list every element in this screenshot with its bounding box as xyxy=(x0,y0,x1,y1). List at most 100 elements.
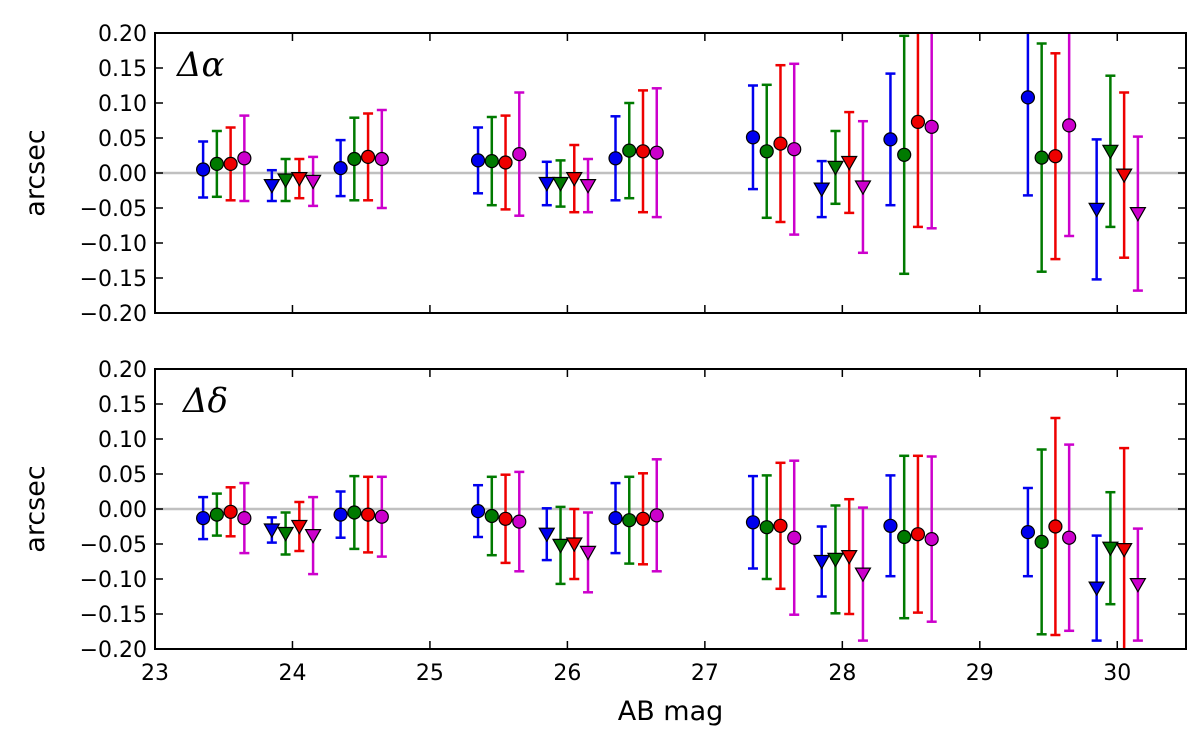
data-point-green xyxy=(826,160,844,176)
data-point-magenta xyxy=(1129,207,1147,222)
data-point-blue xyxy=(813,182,831,198)
data-point-magenta xyxy=(512,147,527,162)
data-point-red xyxy=(223,504,238,519)
data-point-magenta xyxy=(1129,577,1147,593)
data-point-red xyxy=(565,537,583,553)
data-point-blue xyxy=(196,510,211,526)
data-point-red xyxy=(840,549,858,565)
x-tick-label: 29 xyxy=(966,661,994,686)
y-tick-label: 0.05 xyxy=(98,127,147,152)
y-tick-label: −0.10 xyxy=(80,568,147,593)
data-point-green xyxy=(897,147,912,162)
data-point-green xyxy=(1101,144,1119,160)
data-point-magenta xyxy=(787,142,802,157)
data-point-blue xyxy=(813,554,831,570)
data-point-magenta xyxy=(787,530,802,545)
x-tick-label: 27 xyxy=(691,661,719,686)
data-point-blue xyxy=(470,153,486,168)
x-tick-label: 25 xyxy=(416,661,444,686)
data-point-blue xyxy=(263,523,281,539)
data-point-green xyxy=(1034,150,1049,165)
y-tick-label: −0.05 xyxy=(80,197,147,222)
data-point-blue xyxy=(745,515,761,530)
data-point-green xyxy=(759,520,774,535)
data-point-blue xyxy=(538,527,556,543)
data-point-magenta xyxy=(649,508,664,523)
x-tick-label: 30 xyxy=(1103,661,1131,686)
y-tick-label: −0.15 xyxy=(80,267,147,292)
panels-layer: −0.20 −0.15 −0.10 −0.05 0.00 0.05 0.10 0.15 0.20… xyxy=(20,22,1187,686)
data-point-green xyxy=(551,538,570,554)
data-point-magenta xyxy=(237,151,252,166)
panel-2: −0.20 −0.15 −0.10 −0.05 0.00 0.05 0.10 0.15 0.20… xyxy=(20,358,1187,686)
data-point-magenta xyxy=(579,179,597,194)
data-point-green xyxy=(484,154,499,169)
data-point-blue xyxy=(196,162,211,177)
panel-1: −0.20 −0.15 −0.10 −0.05 0.00 0.05 0.10 0.15 0.20… xyxy=(20,22,1187,327)
y-tick-label: −0.20 xyxy=(80,302,147,327)
data-point-magenta xyxy=(1062,530,1077,545)
data-point-magenta xyxy=(1062,118,1077,133)
data-point-magenta xyxy=(512,514,527,529)
panel-label: Δα xyxy=(175,45,225,85)
data-point-green xyxy=(897,529,912,545)
data-point-green xyxy=(209,507,224,522)
data-point-blue xyxy=(608,510,623,526)
data-point-red xyxy=(910,527,926,542)
data-point-red xyxy=(565,172,583,187)
data-point-blue xyxy=(883,132,898,147)
data-point-green xyxy=(826,552,844,568)
data-point-magenta xyxy=(854,567,872,583)
y-tick-label: −0.10 xyxy=(80,232,147,257)
x-tick-label: 23 xyxy=(141,661,169,686)
data-point-red xyxy=(290,172,308,187)
x-tick-label: 24 xyxy=(278,661,306,686)
data-point-red xyxy=(635,511,651,526)
data-point-blue xyxy=(333,507,348,522)
data-point-magenta xyxy=(649,145,664,160)
data-point-red xyxy=(498,155,513,170)
panel-label: Δδ xyxy=(181,381,228,421)
y-tick-label: 0.10 xyxy=(98,92,147,117)
data-point-green xyxy=(622,143,637,158)
y-tick-label: 0.15 xyxy=(98,57,147,82)
data-point-red xyxy=(635,144,651,159)
data-point-magenta xyxy=(304,528,322,544)
data-point-blue xyxy=(1020,524,1036,540)
data-point-magenta xyxy=(374,151,389,167)
data-point-blue xyxy=(745,130,761,145)
data-point-blue xyxy=(538,176,556,192)
data-point-magenta xyxy=(854,180,872,196)
data-point-blue xyxy=(263,179,281,194)
y-tick-label: 0.10 xyxy=(98,428,147,453)
x-tick-label: 28 xyxy=(828,661,856,686)
y-tick-label: 0.20 xyxy=(98,358,147,383)
data-point-green xyxy=(209,156,224,171)
data-point-red xyxy=(223,156,238,171)
data-point-red xyxy=(1048,149,1063,164)
data-point-magenta xyxy=(579,545,597,561)
data-point-blue xyxy=(470,504,486,519)
data-point-red xyxy=(360,507,376,522)
data-point-magenta xyxy=(304,174,322,190)
y-tick-label: 0.05 xyxy=(98,463,147,488)
data-point-green xyxy=(1034,534,1049,550)
x-axis-title: AB mag xyxy=(618,696,724,727)
y-tick-label: −0.15 xyxy=(80,603,147,628)
data-point-red xyxy=(910,114,926,130)
data-point-green xyxy=(1101,541,1119,557)
y-tick-label: −0.20 xyxy=(80,638,147,663)
data-point-magenta xyxy=(924,119,939,134)
data-point-green xyxy=(759,144,774,159)
data-point-magenta xyxy=(374,509,389,524)
panel-data xyxy=(196,33,1147,292)
data-point-blue xyxy=(608,151,623,166)
data-point-green xyxy=(277,526,295,542)
y-tick-label: 0.20 xyxy=(98,22,147,47)
data-point-green xyxy=(551,176,570,192)
data-point-magenta xyxy=(924,531,939,547)
data-point-blue xyxy=(1020,90,1036,105)
data-point-red xyxy=(773,136,788,151)
